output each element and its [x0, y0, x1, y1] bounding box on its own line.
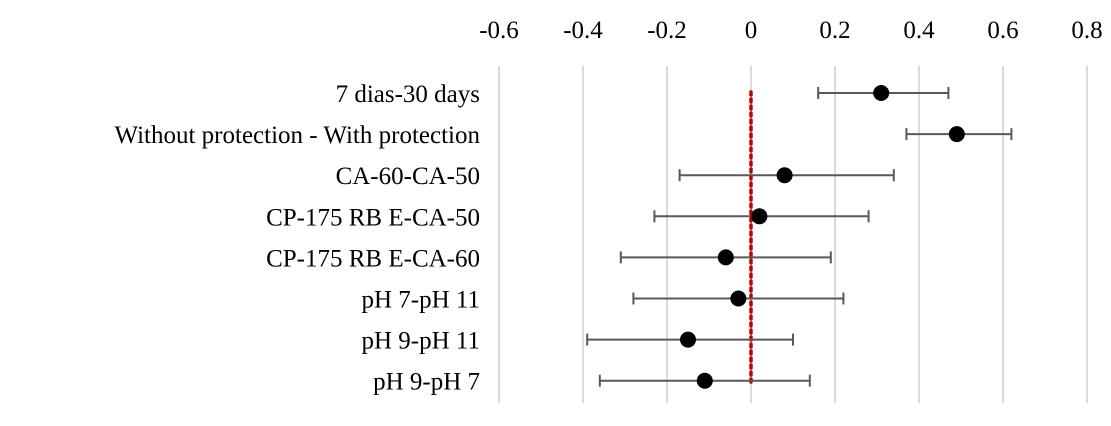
point-estimate [948, 126, 965, 143]
x-tick-label: -0.6 [479, 17, 519, 44]
point-estimate [730, 290, 747, 307]
point-estimate [717, 249, 734, 266]
point-estimate [776, 167, 793, 184]
category-label: CP-175 RB E-CA-60 [266, 245, 480, 272]
category-label: pH 9-pH 11 [361, 328, 480, 355]
point-estimate [680, 331, 696, 348]
point-estimate [873, 85, 890, 101]
x-tick-label: 0.6 [987, 17, 1018, 44]
category-label: pH 7-pH 11 [361, 287, 480, 314]
category-label: CA-60-CA-50 [336, 163, 480, 190]
point-estimate [751, 208, 768, 225]
x-tick-label: 0 [745, 17, 758, 44]
x-axis-tick-labels: -0.6 -0.4 -0.2 0 0.2 0.4 0.6 0.8 [479, 17, 1102, 44]
category-labels: 7 dias-30 days Without protection - With … [114, 81, 480, 396]
error-bars [586, 87, 1013, 387]
x-tick-label: 0.4 [903, 17, 935, 44]
category-label: 7 dias-30 days [336, 81, 480, 108]
point-estimate [696, 372, 713, 389]
point-estimates [680, 85, 965, 389]
category-label: pH 9-pH 7 [373, 369, 480, 396]
x-tick-label: 0.8 [1071, 17, 1102, 44]
x-tick-label: 0.2 [819, 17, 850, 44]
category-label: Without protection - With protection [114, 122, 480, 149]
x-tick-label: -0.2 [647, 17, 687, 44]
x-tick-label: -0.4 [563, 17, 603, 44]
category-label: CP-175 RB E-CA-50 [266, 204, 480, 231]
grid-lines [498, 66, 1088, 403]
